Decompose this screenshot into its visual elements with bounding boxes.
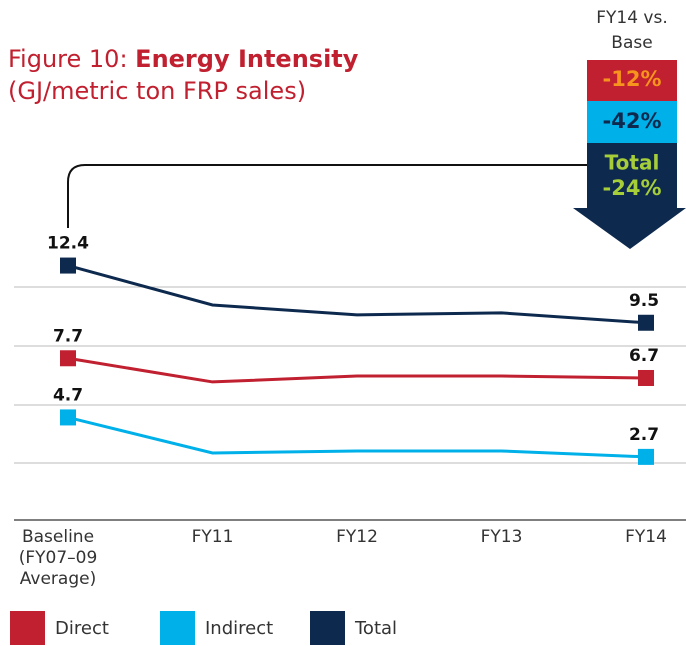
point-marker [60,409,76,426]
data-label: 6.7 [629,346,659,366]
x-tick-label: Baseline (FY07–09 Average) [18,527,98,589]
direct-box [587,60,677,101]
total-change: -24% [603,176,662,200]
grid [14,286,686,464]
data-label: 7.7 [53,326,83,346]
chart-subtitle: (GJ/metric ton FRP sales) [8,77,306,105]
point-marker [60,350,76,367]
title-prefix: Figure 10: [8,45,128,73]
indirect-box [587,101,677,143]
connector [67,164,590,228]
point-marker [638,448,654,465]
point-marker [638,369,654,386]
legend-swatch [10,611,45,645]
series-line [67,264,647,325]
chart-title: Figure 10: Energy Intensity [8,45,359,73]
point-marker [60,257,76,274]
comparison-heading: FY14 vs. Base [596,8,668,53]
legend-swatch [310,611,345,645]
x-tick-label: FY11 [191,527,234,547]
legend-label: Indirect [205,618,273,639]
legend-label: Direct [55,618,109,639]
total-label: Total [605,151,660,175]
x-tick-label: FY14 [625,527,667,547]
direct-change: -12% [603,67,662,91]
series-line [67,415,647,459]
legend-label: Total [354,618,397,639]
x-tick-label: FY12 [336,527,378,547]
x-tick-label: FY13 [480,527,523,547]
data-label: 4.7 [53,385,83,405]
total-arrow [573,143,686,249]
data-label: 2.7 [629,425,659,445]
series-line [67,356,647,384]
indirect-change: -42% [603,109,662,133]
legend-swatch [160,611,195,645]
title-main: Energy Intensity [135,45,359,73]
point-marker [638,314,654,331]
data-label: 9.5 [629,291,659,311]
data-label: 12.4 [47,234,89,254]
